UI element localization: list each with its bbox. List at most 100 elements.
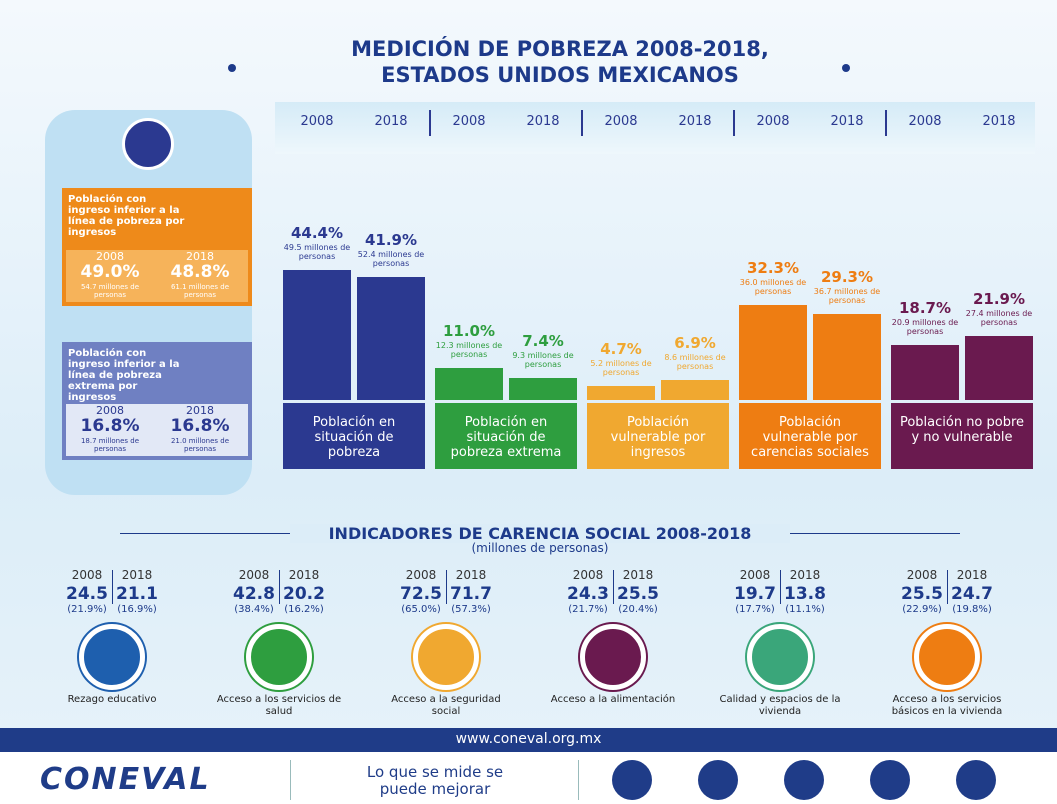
dot	[228, 64, 236, 72]
year: 2018	[622, 568, 654, 582]
social-icon[interactable]	[698, 760, 738, 800]
year: 2008	[96, 404, 124, 417]
year: 2008	[906, 568, 938, 582]
income-sub	[66, 404, 248, 456]
people-note: 5.2 millones de personas	[590, 359, 652, 378]
dot	[842, 64, 850, 72]
value-label: 7.4%	[522, 332, 564, 351]
indicator-share: (65.0%)	[401, 604, 441, 615]
bar	[813, 314, 881, 400]
social-icon[interactable]	[612, 760, 652, 800]
indicator-label: Acceso a los servicios básicos en la viv…	[891, 694, 1003, 717]
social-icon[interactable]	[956, 760, 996, 800]
year: 2018	[288, 568, 320, 582]
year-label: 2018	[526, 114, 560, 129]
indicator-label: Rezago educativo	[67, 694, 157, 705]
year: 2008	[405, 568, 437, 582]
year: 2018	[186, 404, 214, 417]
year: 2018	[455, 568, 487, 582]
indicator-value: 13.8	[784, 584, 826, 604]
category-label: Población en situación de pobreza	[283, 403, 425, 469]
bar	[739, 305, 807, 400]
indicator-icon	[246, 624, 312, 690]
indicator-value: 25.5	[901, 584, 943, 604]
indicator-share: (57.3%)	[451, 604, 491, 615]
value-label: 21.9%	[972, 289, 1026, 308]
value-label: 6.9%	[674, 333, 716, 352]
section-title: INDICADORES DE CARENCIA SOCIAL 2008-2018	[290, 524, 790, 543]
value-label: 44.4%	[290, 223, 344, 242]
year-label: 2018	[374, 114, 408, 129]
value-label: 41.9%	[364, 231, 418, 250]
people-note: 27.4 millones de personas	[965, 308, 1033, 327]
year-label: 2018	[982, 114, 1016, 129]
social-icon[interactable]	[870, 760, 910, 800]
title-line: ESTADOS UNIDOS MEXICANOS	[381, 63, 739, 87]
percent: 48.8%	[170, 262, 230, 282]
bar	[891, 345, 959, 400]
indicator-value: 24.3	[567, 584, 609, 604]
year: 2008	[238, 568, 270, 582]
bar	[283, 269, 351, 400]
people-note: 61.1 millones de personas	[170, 283, 230, 299]
indicator-value: 19.7	[734, 584, 776, 604]
percent: 16.8%	[80, 416, 140, 436]
indicator-share: (11.1%)	[785, 604, 825, 615]
year-divider	[446, 570, 447, 604]
year-divider	[780, 570, 781, 604]
indicator-value: 72.5	[400, 584, 442, 604]
people-note: 54.7 millones de personas	[80, 283, 140, 299]
people-note: 49.5 millones de personas	[283, 242, 351, 261]
footer-bar	[0, 728, 1057, 752]
year-label: 2018	[830, 114, 864, 129]
year-label: 2018	[678, 114, 712, 129]
income-label: Población con ingreso inferior a la líne…	[68, 348, 180, 403]
year: 2018	[121, 568, 153, 582]
indicator-share: (17.7%)	[735, 604, 775, 615]
people-note: 20.9 millones de personas	[891, 318, 959, 337]
indicator-icon	[413, 624, 479, 690]
category-label: Población vulnerable por carencias socia…	[739, 403, 881, 469]
social-icon[interactable]	[784, 760, 824, 800]
year: 2018	[956, 568, 988, 582]
year-divider	[581, 110, 583, 136]
year-divider	[429, 110, 431, 136]
bar	[587, 386, 655, 400]
indicator-value: 24.7	[951, 584, 993, 604]
year-label: 2008	[300, 114, 334, 129]
title: MEDICIÓN DE POBREZA 2008-2018, ESTADOS U…	[250, 36, 870, 88]
indicator-value: 71.7	[450, 584, 492, 604]
year-divider	[613, 570, 614, 604]
people-note: 9.3 millones de personas	[512, 351, 574, 370]
indicator-value: 20.2	[283, 584, 325, 604]
people-note: 36.7 millones de personas	[813, 287, 881, 306]
indicator-label: Acceso a los servicios de salud	[216, 694, 342, 717]
percent: 49.0%	[80, 262, 140, 282]
people-note: 18.7 millones de personas	[80, 437, 140, 453]
indicator-icon	[914, 624, 980, 690]
percent: 16.8%	[170, 416, 230, 436]
indicator-icon	[747, 624, 813, 690]
indicator-value: 42.8	[233, 584, 275, 604]
indicator-value: 24.5	[66, 584, 108, 604]
year: 2008	[572, 568, 604, 582]
income-sub	[66, 250, 248, 302]
bar	[661, 379, 729, 400]
people-note: 8.6 millones de personas	[664, 352, 726, 371]
year: 2018	[789, 568, 821, 582]
year-divider	[279, 570, 280, 604]
indicator-value: 21.1	[116, 584, 158, 604]
year-divider	[112, 570, 113, 604]
bar	[435, 367, 503, 400]
indicator-share: (38.4%)	[234, 604, 274, 615]
divider	[290, 760, 291, 800]
indicator-share: (21.7%)	[568, 604, 608, 615]
indicator-share: (19.8%)	[952, 604, 992, 615]
slogan: Lo que se mide se puede mejorar	[366, 763, 504, 798]
year: 2008	[739, 568, 771, 582]
indicator-label: Calidad y espacios de la vivienda	[719, 694, 841, 717]
indicator-share: (20.4%)	[618, 604, 658, 615]
value-label: 18.7%	[898, 299, 952, 318]
category-label: Población en situación de pobreza extrem…	[435, 403, 577, 469]
indicator-label: Acceso a la seguridad social	[391, 694, 501, 717]
